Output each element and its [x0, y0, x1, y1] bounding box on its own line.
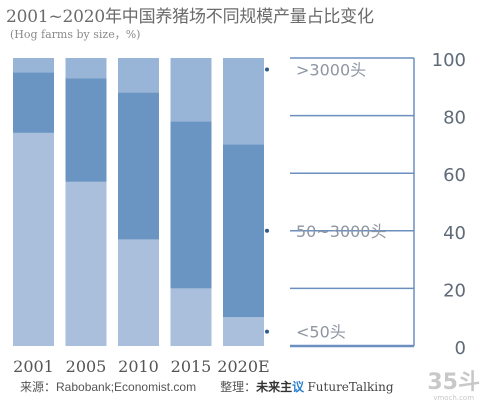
brand-name-part1: 未来主	[256, 380, 293, 394]
bar-segment-2020E-0	[223, 317, 264, 346]
x-tick-label-2005: 2005	[66, 357, 107, 376]
series-label-0: <50头	[296, 323, 346, 342]
x-axis-labels: 2001 2005 2010 2015 2020E	[13, 357, 270, 376]
brand-name-part2: 议	[292, 380, 305, 394]
bar-segment-2001-1	[13, 72, 54, 133]
bar-segment-2010-2	[118, 58, 159, 93]
bars-layer	[13, 58, 264, 346]
bar-segment-2015-2	[170, 58, 212, 122]
chart-title: 2001~2020年中国养猪场不同规模产量占比变化	[6, 7, 374, 27]
y-tick-label-40: 40	[443, 223, 466, 244]
watermark-logo: 35斗 vmoch.com	[427, 372, 480, 402]
bar-segment-2005-1	[65, 78, 107, 182]
series-marker-0	[265, 329, 269, 334]
y-tick-label-0: 0	[455, 338, 466, 359]
y-tick-label-80: 80	[443, 108, 466, 129]
bar-segment-2010-0	[118, 239, 159, 346]
series-label-2: >3000头	[296, 61, 366, 80]
bar-segment-2015-0	[170, 288, 212, 346]
bar-segment-2001-2	[13, 58, 54, 73]
bar-segment-2010-1	[118, 92, 159, 240]
series-marker-1	[265, 228, 269, 233]
bar-segment-2015-1	[170, 121, 212, 289]
y-axis: 0 20 40 60 80 100	[290, 50, 466, 359]
bar-segment-2005-2	[65, 58, 107, 79]
y-tick-label-60: 60	[443, 165, 466, 186]
bar-segment-2001-0	[13, 132, 54, 346]
bar-segment-2005-0	[65, 181, 107, 346]
bar-segment-2020E-2	[223, 58, 264, 145]
series-labels: <50头 50~3000头 >3000头	[265, 61, 387, 342]
series-label-1: 50~3000头	[296, 222, 387, 241]
x-tick-label-2001: 2001	[13, 357, 54, 376]
watermark-sub: vmoch.com	[433, 394, 475, 402]
series-marker-2	[265, 67, 269, 72]
x-tick-label-2020E: 2020E	[217, 357, 269, 376]
bar-segment-2020E-1	[223, 144, 264, 318]
compiled-by-label: 整理：	[220, 380, 257, 394]
chart-subtitle: (Hog farms by size，%)	[10, 28, 141, 41]
footer: 来源：Rabobank;Economist.com 整理：未来主议 FutureT…	[20, 378, 394, 395]
y-tick-label-100: 100	[432, 50, 466, 71]
watermark-main: 35斗	[427, 370, 480, 395]
source-note: 来源：Rabobank;Economist.com	[20, 380, 197, 394]
y-tick-label-20: 20	[443, 280, 466, 301]
brand-name-english: FutureTalking	[307, 380, 394, 394]
x-tick-label-2015: 2015	[171, 357, 212, 376]
x-tick-label-2010: 2010	[118, 357, 159, 376]
